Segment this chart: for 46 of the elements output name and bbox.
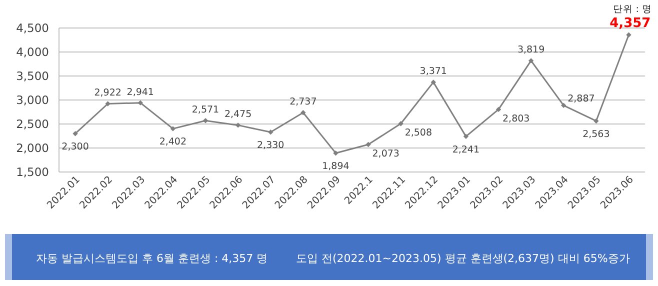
data-label: 2,887 <box>568 93 595 104</box>
point <box>496 106 502 112</box>
data-label: 2,073 <box>372 148 400 160</box>
point <box>528 58 534 64</box>
point <box>72 131 78 136</box>
y-tick-label: 2,500 <box>16 117 49 131</box>
point <box>170 126 176 132</box>
y-tick-label: 2,000 <box>16 141 49 155</box>
data-label: 3,371 <box>420 66 447 78</box>
data-label: 2,563 <box>582 128 610 140</box>
point <box>398 121 404 126</box>
data-label: 2,571 <box>192 104 220 116</box>
point <box>138 100 143 106</box>
y-tick-label: 4,000 <box>16 45 49 59</box>
data-label: 2,330 <box>257 140 284 152</box>
point <box>202 118 208 124</box>
text: 단위 : 명 <box>612 4 652 15</box>
point <box>105 101 110 106</box>
point <box>626 32 632 38</box>
point <box>333 150 338 156</box>
point <box>235 122 241 128</box>
text: 도입 전(2022.01~2023.05) 평균 훈련생(2,637명) 대비 65%증가 <box>296 252 630 265</box>
data-label: 2,922 <box>94 88 122 99</box>
y-tick-label: 1,500 <box>16 165 49 179</box>
point <box>430 80 436 85</box>
point <box>300 110 306 116</box>
y-tick-label: 3,500 <box>16 69 49 83</box>
text: 자동 발급시스템도입 후 6월 훈련생 : 4,357 명 <box>36 252 268 265</box>
data-label: 2,737 <box>290 96 317 108</box>
data-label: 1,894 <box>322 161 350 172</box>
point <box>366 142 371 148</box>
annotation: 4,357 <box>610 16 651 31</box>
point <box>561 102 566 108</box>
point <box>594 118 599 124</box>
y-tick-label: 3,000 <box>16 93 49 107</box>
data-label: 2,241 <box>452 144 480 156</box>
data-label: 2,941 <box>126 86 154 98</box>
data-label: 2,300 <box>62 142 89 153</box>
y-tick-label: 4,500 <box>16 21 49 35</box>
point <box>268 130 274 135</box>
data-label: 2,475 <box>224 109 252 120</box>
data-label: 3,819 <box>517 44 545 56</box>
data-label: 2,803 <box>502 113 530 124</box>
data-label: 2,402 <box>159 136 187 148</box>
point <box>463 134 469 140</box>
data-label: 2,508 <box>404 128 432 139</box>
